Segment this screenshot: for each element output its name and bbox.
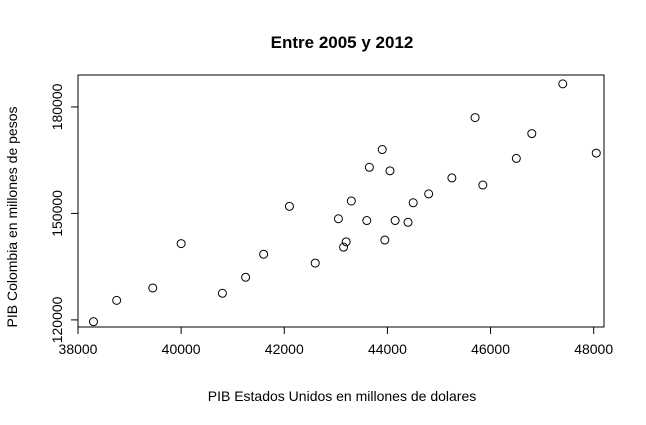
data-point	[217, 288, 227, 298]
data-point	[558, 79, 568, 89]
data-point	[284, 201, 294, 211]
x-tick-label: 42000	[265, 341, 304, 357]
data-point	[380, 235, 390, 245]
data-point	[385, 166, 395, 176]
data-point	[341, 237, 351, 247]
y-tick-label: 150000	[49, 190, 65, 237]
data-point	[470, 113, 480, 123]
data-point	[339, 242, 349, 252]
data-point	[527, 129, 537, 139]
data-point	[403, 217, 413, 227]
data-point	[176, 239, 186, 249]
x-tick-label: 38000	[59, 341, 98, 357]
x-tick-label: 46000	[471, 341, 510, 357]
data-point	[364, 162, 374, 172]
data-point	[259, 249, 269, 259]
data-point	[88, 317, 98, 327]
data-points	[88, 79, 601, 327]
data-point	[346, 196, 356, 206]
data-point	[241, 272, 251, 282]
data-point	[333, 214, 343, 224]
chart-title: Entre 2005 y 2012	[271, 33, 414, 52]
data-point	[424, 189, 434, 199]
x-tick-label: 48000	[574, 341, 613, 357]
data-point	[478, 180, 488, 190]
y-tick-label: 120000	[49, 296, 65, 343]
x-tick-label: 40000	[162, 341, 201, 357]
data-point	[362, 216, 372, 226]
x-tick-label: 44000	[368, 341, 407, 357]
data-point	[447, 173, 457, 183]
data-point	[148, 283, 158, 293]
data-point	[591, 148, 601, 158]
data-point	[377, 145, 387, 155]
data-point	[112, 295, 122, 305]
data-point	[511, 153, 521, 163]
data-point	[408, 198, 418, 208]
x-axis: 38000 40000 42000 44000 46000 48000	[59, 326, 613, 357]
data-point	[390, 216, 400, 226]
x-axis-label: PIB Estados Unidos en millones de dolare…	[208, 388, 476, 404]
data-point	[310, 258, 320, 268]
y-tick-label: 180000	[49, 83, 65, 130]
y-axis: 120000 150000 180000	[49, 83, 79, 343]
y-axis-label: PIB Colombia en millones de pesos	[4, 106, 20, 327]
